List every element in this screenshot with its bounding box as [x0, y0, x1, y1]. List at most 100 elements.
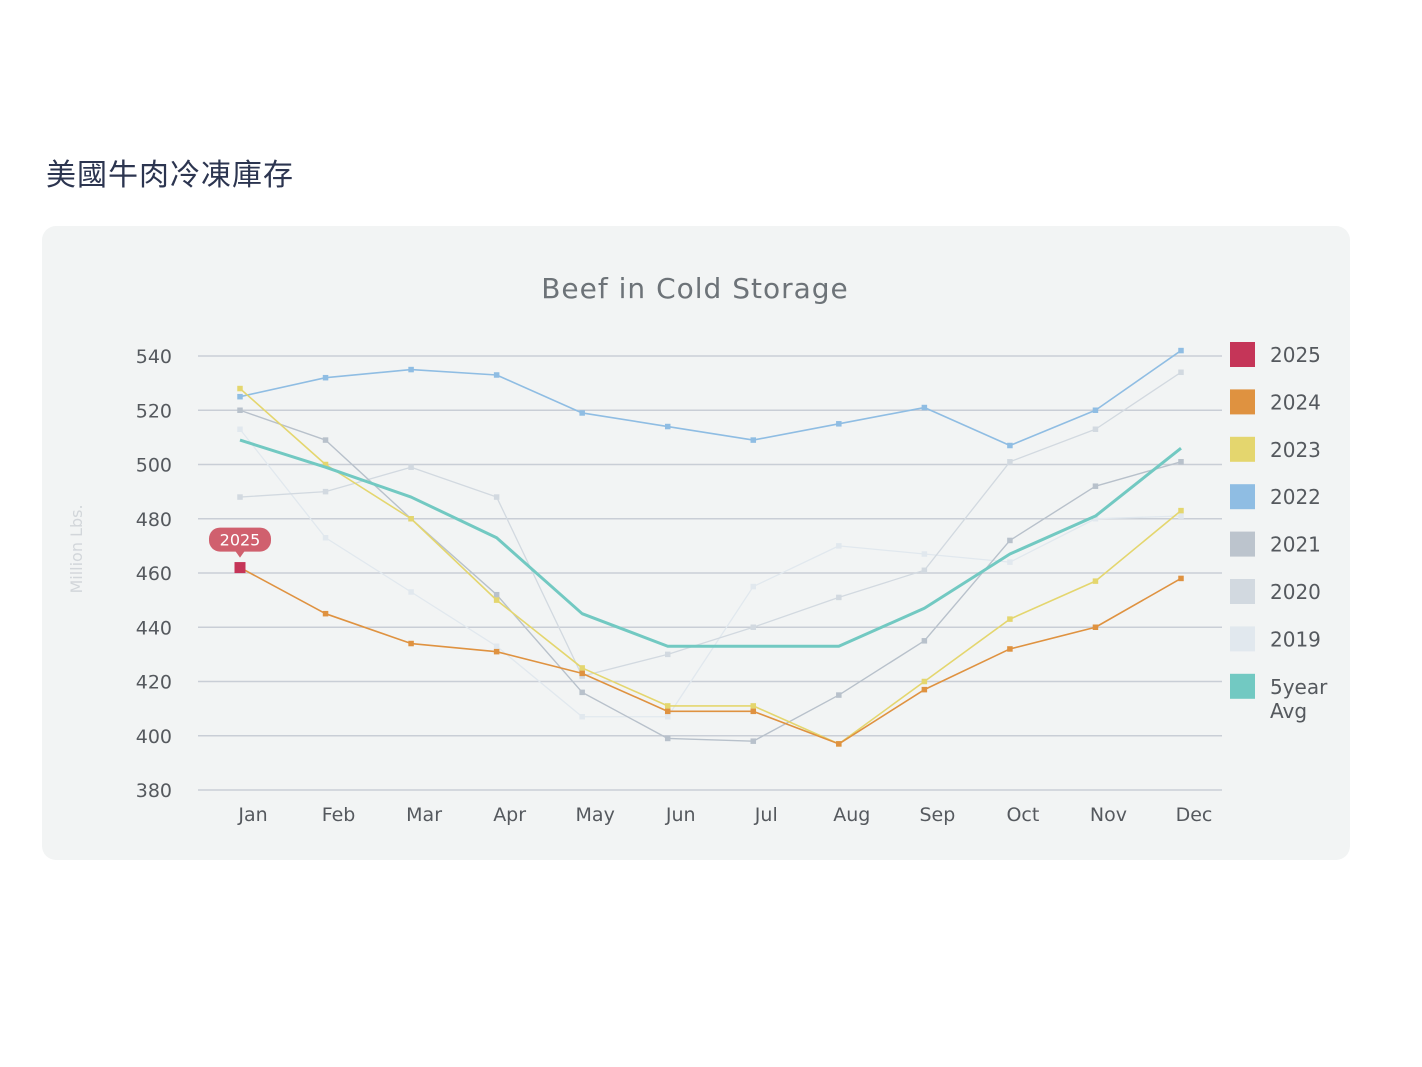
point-2024-may: [579, 670, 585, 677]
point-2024-nov: [1092, 624, 1099, 630]
beef-cold-storage-chart: Beef in Cold Storage Million Lbs. 380 400…: [67, 272, 1328, 826]
x-tick-label-nov: Nov: [1090, 804, 1127, 826]
point-2019-nov: [1092, 516, 1099, 522]
legend-item-2022: 2022: [1230, 484, 1321, 510]
legend-label-2023: 2023: [1270, 438, 1321, 462]
series-2024: [237, 564, 1184, 747]
point-2021-nov: [1092, 483, 1099, 489]
legend-swatch-2025: [1230, 342, 1255, 367]
point-2024-sep: [921, 686, 928, 693]
x-tick-label-aug: Aug: [833, 804, 870, 826]
point-2020-sep: [921, 567, 928, 574]
x-tick-label-may: May: [576, 804, 615, 826]
series-2021: [237, 407, 1184, 744]
chart-panel: Beef in Cold Storage Million Lbs. 380 400…: [42, 226, 1350, 860]
point-2024-mar: [408, 640, 414, 647]
x-tick-label-oct: Oct: [1006, 804, 1039, 826]
grid-lines: [198, 355, 1222, 791]
series-5year-avg: [239, 438, 1182, 648]
legend-swatch-5year-avg: [1230, 673, 1255, 699]
legend-label-5year-avg: 5year Avg: [1270, 675, 1328, 723]
point-2020-dec: [1178, 369, 1184, 376]
legend-swatch-2022: [1230, 484, 1255, 510]
series-2019: [237, 426, 1184, 720]
point-2020-nov: [1092, 426, 1099, 432]
point-2021-jul: [750, 738, 757, 744]
y-tick-label-480: 480: [136, 509, 172, 531]
legend-item-5year-avg: 5year Avg: [1230, 673, 1328, 723]
point-2022-feb: [322, 374, 329, 381]
point-2019-oct: [1007, 559, 1013, 565]
series-line-2024: [239, 566, 1182, 745]
point-2024-aug: [836, 741, 842, 747]
series-line-5year-avg: [239, 438, 1182, 648]
x-axis-ticks: Jan Feb Mar Apr May Jun Jul Aug Sep Oct Nov Dec: [237, 804, 1212, 826]
series-2023: [237, 385, 1184, 747]
y-tick-label-420: 420: [136, 672, 172, 694]
point-2023-mar: [408, 516, 414, 522]
point-2020-jun: [664, 651, 671, 658]
point-2022-oct: [1007, 442, 1013, 449]
y-tick-label-500: 500: [136, 455, 172, 477]
point-2020-jul: [750, 624, 757, 630]
callout-label: 2025: [220, 531, 261, 550]
y-axis-label: Million Lbs.: [67, 504, 86, 593]
legend-label-2021: 2021: [1270, 533, 1321, 557]
series-line-2020: [239, 371, 1182, 677]
series-2025: [234, 562, 246, 574]
callout-layer: 2025: [209, 527, 271, 558]
point-2021-may: [579, 689, 585, 696]
page-heading: 美國牛肉冷凍庫存: [46, 158, 294, 193]
point-2021-jan: [237, 407, 243, 413]
y-axis-ticks: 380 400 420 440 460 480 500 520 540: [136, 346, 172, 802]
x-tick-label-mar: Mar: [406, 804, 442, 826]
point-2024-jul: [750, 708, 757, 715]
point-2019-dec: [1178, 513, 1184, 519]
point-2019-aug: [836, 543, 842, 549]
point-2024-oct: [1007, 646, 1013, 652]
point-2022-dec: [1178, 347, 1184, 354]
legend-swatch-2023: [1230, 436, 1255, 462]
point-2021-feb: [322, 437, 329, 443]
y-tick-label-440: 440: [136, 617, 172, 639]
legend-label-2022: 2022: [1270, 485, 1321, 509]
legend-label-2019: 2019: [1270, 627, 1321, 651]
legend-item-2024: 2024: [1230, 389, 1321, 415]
legend-label-2025: 2025: [1270, 343, 1321, 367]
point-2023-jul: [750, 703, 757, 709]
point-2022-apr: [493, 372, 500, 378]
point-2025-jan: [234, 562, 246, 574]
point-2020-mar: [408, 464, 414, 470]
point-2022-aug: [836, 421, 842, 427]
point-2021-oct: [1007, 537, 1013, 544]
x-tick-label-jun: Jun: [665, 804, 696, 826]
callout-pointer: [235, 550, 245, 558]
legend: 2025 2024 2023 2022 2021 2020 2019 5year Avg: [1230, 342, 1328, 723]
series-line-2019: [239, 428, 1182, 718]
point-2022-jun: [664, 423, 671, 430]
x-tick-label-dec: Dec: [1176, 804, 1213, 826]
legend-label-2024: 2024: [1270, 390, 1321, 414]
point-2023-jan: [237, 385, 243, 392]
point-2020-feb: [322, 488, 329, 495]
point-2024-jun: [664, 708, 671, 715]
point-2019-mar: [408, 589, 414, 595]
y-tick-label-540: 540: [136, 346, 172, 368]
point-2023-sep: [921, 678, 928, 685]
point-2019-may: [579, 714, 585, 720]
chart-title: Beef in Cold Storage: [541, 272, 849, 305]
legend-item-2020: 2020: [1230, 579, 1321, 604]
point-2020-aug: [836, 594, 842, 601]
point-2022-nov: [1092, 407, 1099, 413]
point-2022-jan: [237, 393, 243, 400]
x-tick-label-jul: Jul: [754, 804, 778, 826]
legend-swatch-2020: [1230, 579, 1255, 604]
point-2019-jan: [237, 426, 243, 432]
point-2024-apr: [493, 648, 500, 655]
point-2021-apr: [493, 591, 500, 598]
legend-swatch-2021: [1230, 531, 1255, 557]
point-2021-dec: [1178, 459, 1184, 465]
point-2019-feb: [322, 534, 329, 541]
x-tick-label-feb: Feb: [322, 804, 356, 826]
x-tick-label-apr: Apr: [493, 804, 526, 826]
